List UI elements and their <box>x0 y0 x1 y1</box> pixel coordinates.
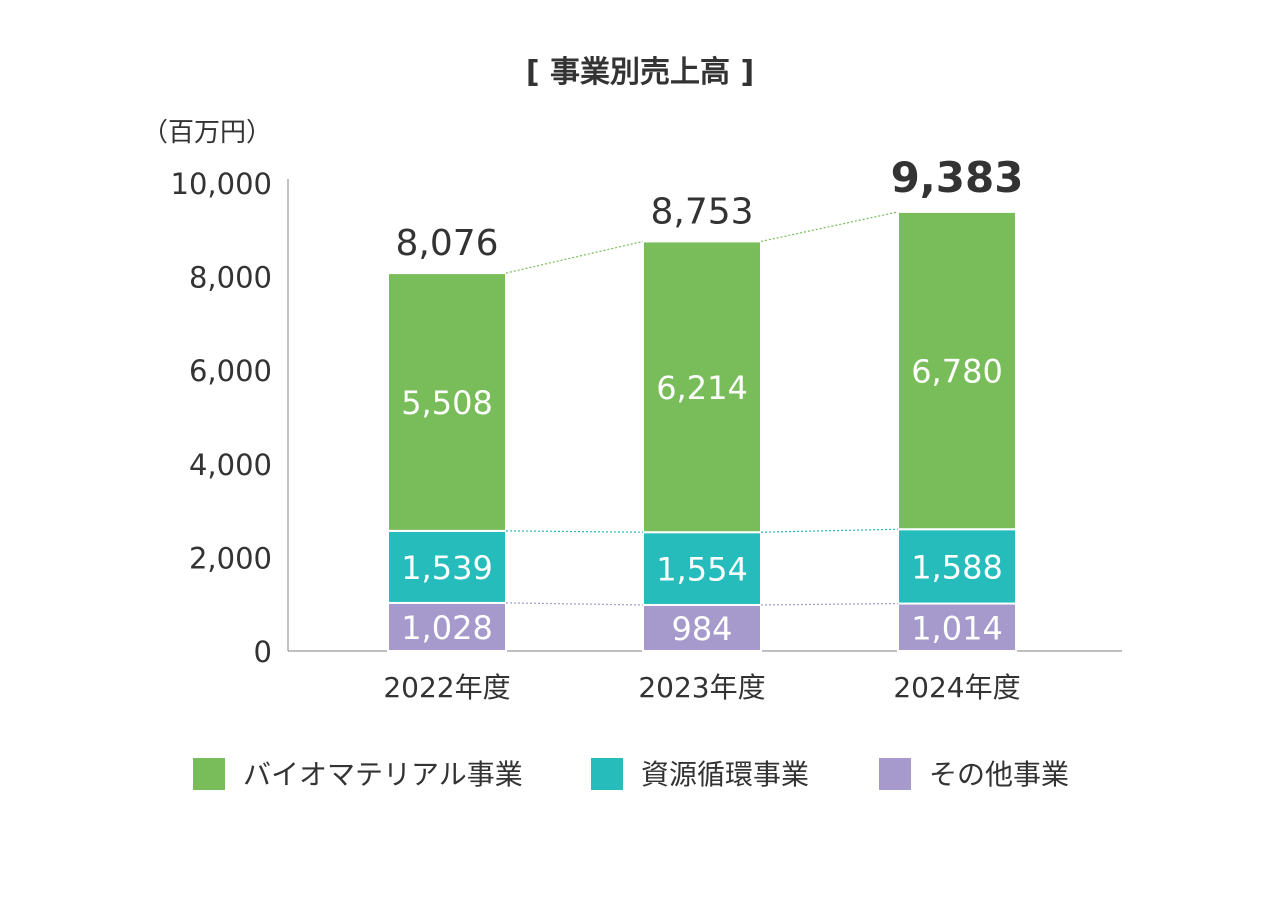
plot-area: 0 2,000 4,000 6,000 8,000 10,000 1,028 1,539 5,5… <box>171 153 1122 704</box>
unit-label: （百万円） <box>142 118 272 148</box>
total-label: 8,076 <box>395 223 498 264</box>
x-tick-label: 2024年度 <box>893 671 1020 704</box>
data-label: 1,588 <box>911 548 1003 586</box>
bar-segment <box>642 240 762 534</box>
legend-label: その他事業 <box>929 758 1069 791</box>
x-tick-label: 2023年度 <box>638 671 765 704</box>
y-tick-label: 8,000 <box>189 261 272 295</box>
legend-swatch <box>193 758 225 790</box>
y-tick-label: 10,000 <box>171 167 272 201</box>
legend: バイオマテリアル事業 資源循環事業 その他事業 <box>193 758 1069 791</box>
bar-segment <box>642 603 762 652</box>
connector-line <box>760 528 899 533</box>
bar-segment <box>897 528 1017 605</box>
connector-line <box>760 211 899 242</box>
legend-swatch <box>879 758 911 790</box>
data-label: 1,014 <box>911 609 1003 647</box>
y-tick-label: 6,000 <box>189 354 272 388</box>
y-tick-label: 4,000 <box>189 448 272 482</box>
chart-title: [ 事業別売上高 ] <box>526 55 754 90</box>
y-tick-label: 0 <box>254 635 272 669</box>
y-tick-label: 2,000 <box>189 541 272 575</box>
x-tick-label: 2022年度 <box>383 671 510 704</box>
bar-segment <box>387 272 507 532</box>
bar-segment <box>387 601 507 652</box>
data-label: 6,780 <box>911 353 1003 391</box>
connector-line <box>505 602 644 606</box>
data-label: 1,539 <box>401 549 493 587</box>
total-label: 8,753 <box>650 191 753 232</box>
data-label: 6,214 <box>656 369 748 407</box>
connector-line <box>505 240 644 274</box>
bar-segment <box>642 531 762 606</box>
connector-line <box>505 530 644 533</box>
bar-segment <box>897 602 1017 652</box>
data-label: 1,554 <box>656 551 748 589</box>
legend-label: 資源循環事業 <box>641 758 809 791</box>
data-label: 1,028 <box>401 609 493 647</box>
legend-label: バイオマテリアル事業 <box>243 758 523 791</box>
bar-segment <box>897 210 1017 531</box>
legend-swatch <box>591 758 623 790</box>
connector-line <box>760 602 899 606</box>
data-label: 984 <box>671 610 732 648</box>
total-label: 9,383 <box>891 153 1024 202</box>
data-label: 5,508 <box>401 384 493 422</box>
